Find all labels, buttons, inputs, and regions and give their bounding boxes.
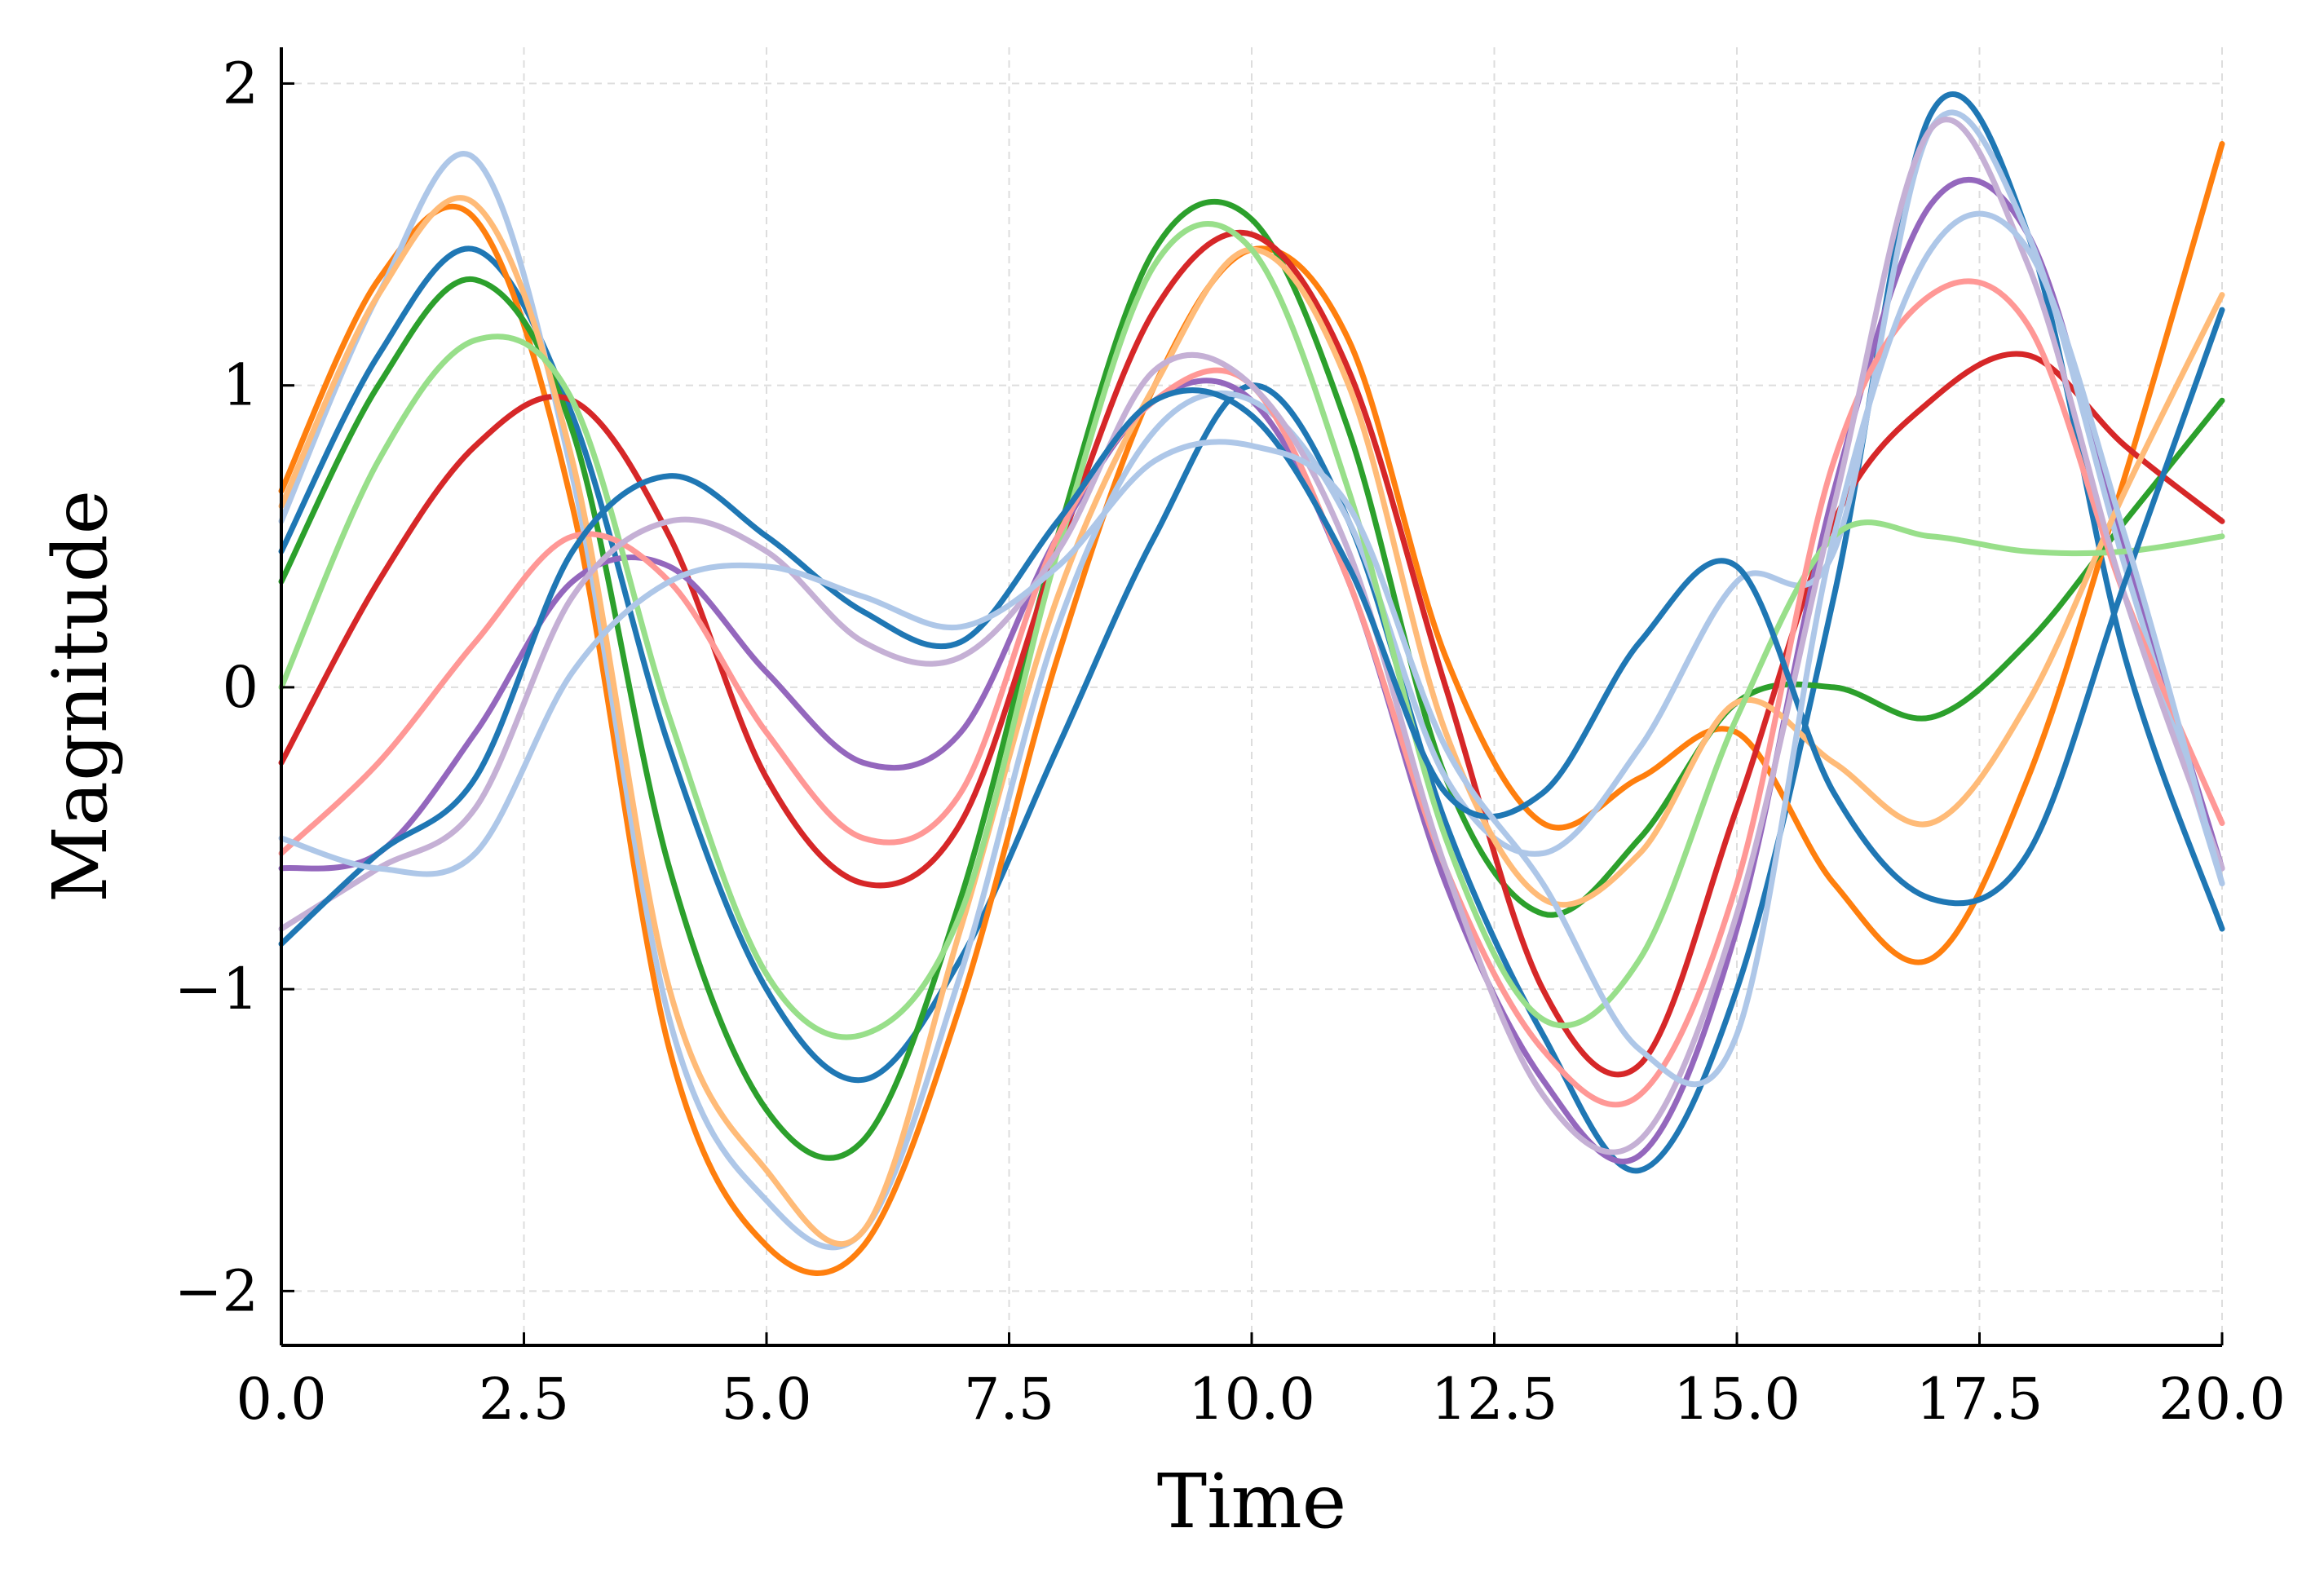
series-line-series-9 xyxy=(278,278,2225,1108)
plot-series xyxy=(278,91,2225,1276)
x-tick-label: 2.5 xyxy=(479,1366,569,1433)
ticks: 0.0 2.5 5.0 7.5 10.0 12.5 15.0 17.5 20.0 −2 −1 0 1 2 xyxy=(175,50,2286,1433)
series-line-series-1 xyxy=(278,91,2225,1174)
x-tick-label: 15.0 xyxy=(1673,1366,1800,1433)
x-tick-label: 20.0 xyxy=(2158,1366,2286,1433)
x-tick-label: 5.0 xyxy=(721,1366,811,1433)
x-tick-label: 7.5 xyxy=(964,1366,1054,1433)
y-tick-label: 2 xyxy=(222,50,258,117)
y-axis-label: Magnitude xyxy=(37,490,124,903)
x-tick-label: 0.0 xyxy=(236,1366,326,1433)
axes xyxy=(280,47,2222,1347)
y-tick-label: −2 xyxy=(175,1257,258,1324)
series-line-series-12 xyxy=(278,210,2225,1088)
series-line-series-3 xyxy=(278,198,2225,1161)
x-tick-label: 17.5 xyxy=(1916,1366,2043,1433)
y-tick-label: 1 xyxy=(222,352,258,419)
y-tick-label: −1 xyxy=(175,956,258,1022)
x-tick-label: 10.0 xyxy=(1188,1366,1315,1433)
x-tick-label: 12.5 xyxy=(1431,1366,1558,1433)
y-tick-label: 0 xyxy=(222,654,258,721)
series-line-series-7 xyxy=(278,195,2225,1247)
grid xyxy=(281,47,2223,1345)
series-line-series-11 xyxy=(278,307,2225,947)
x-axis-label: Time xyxy=(1157,1458,1346,1545)
